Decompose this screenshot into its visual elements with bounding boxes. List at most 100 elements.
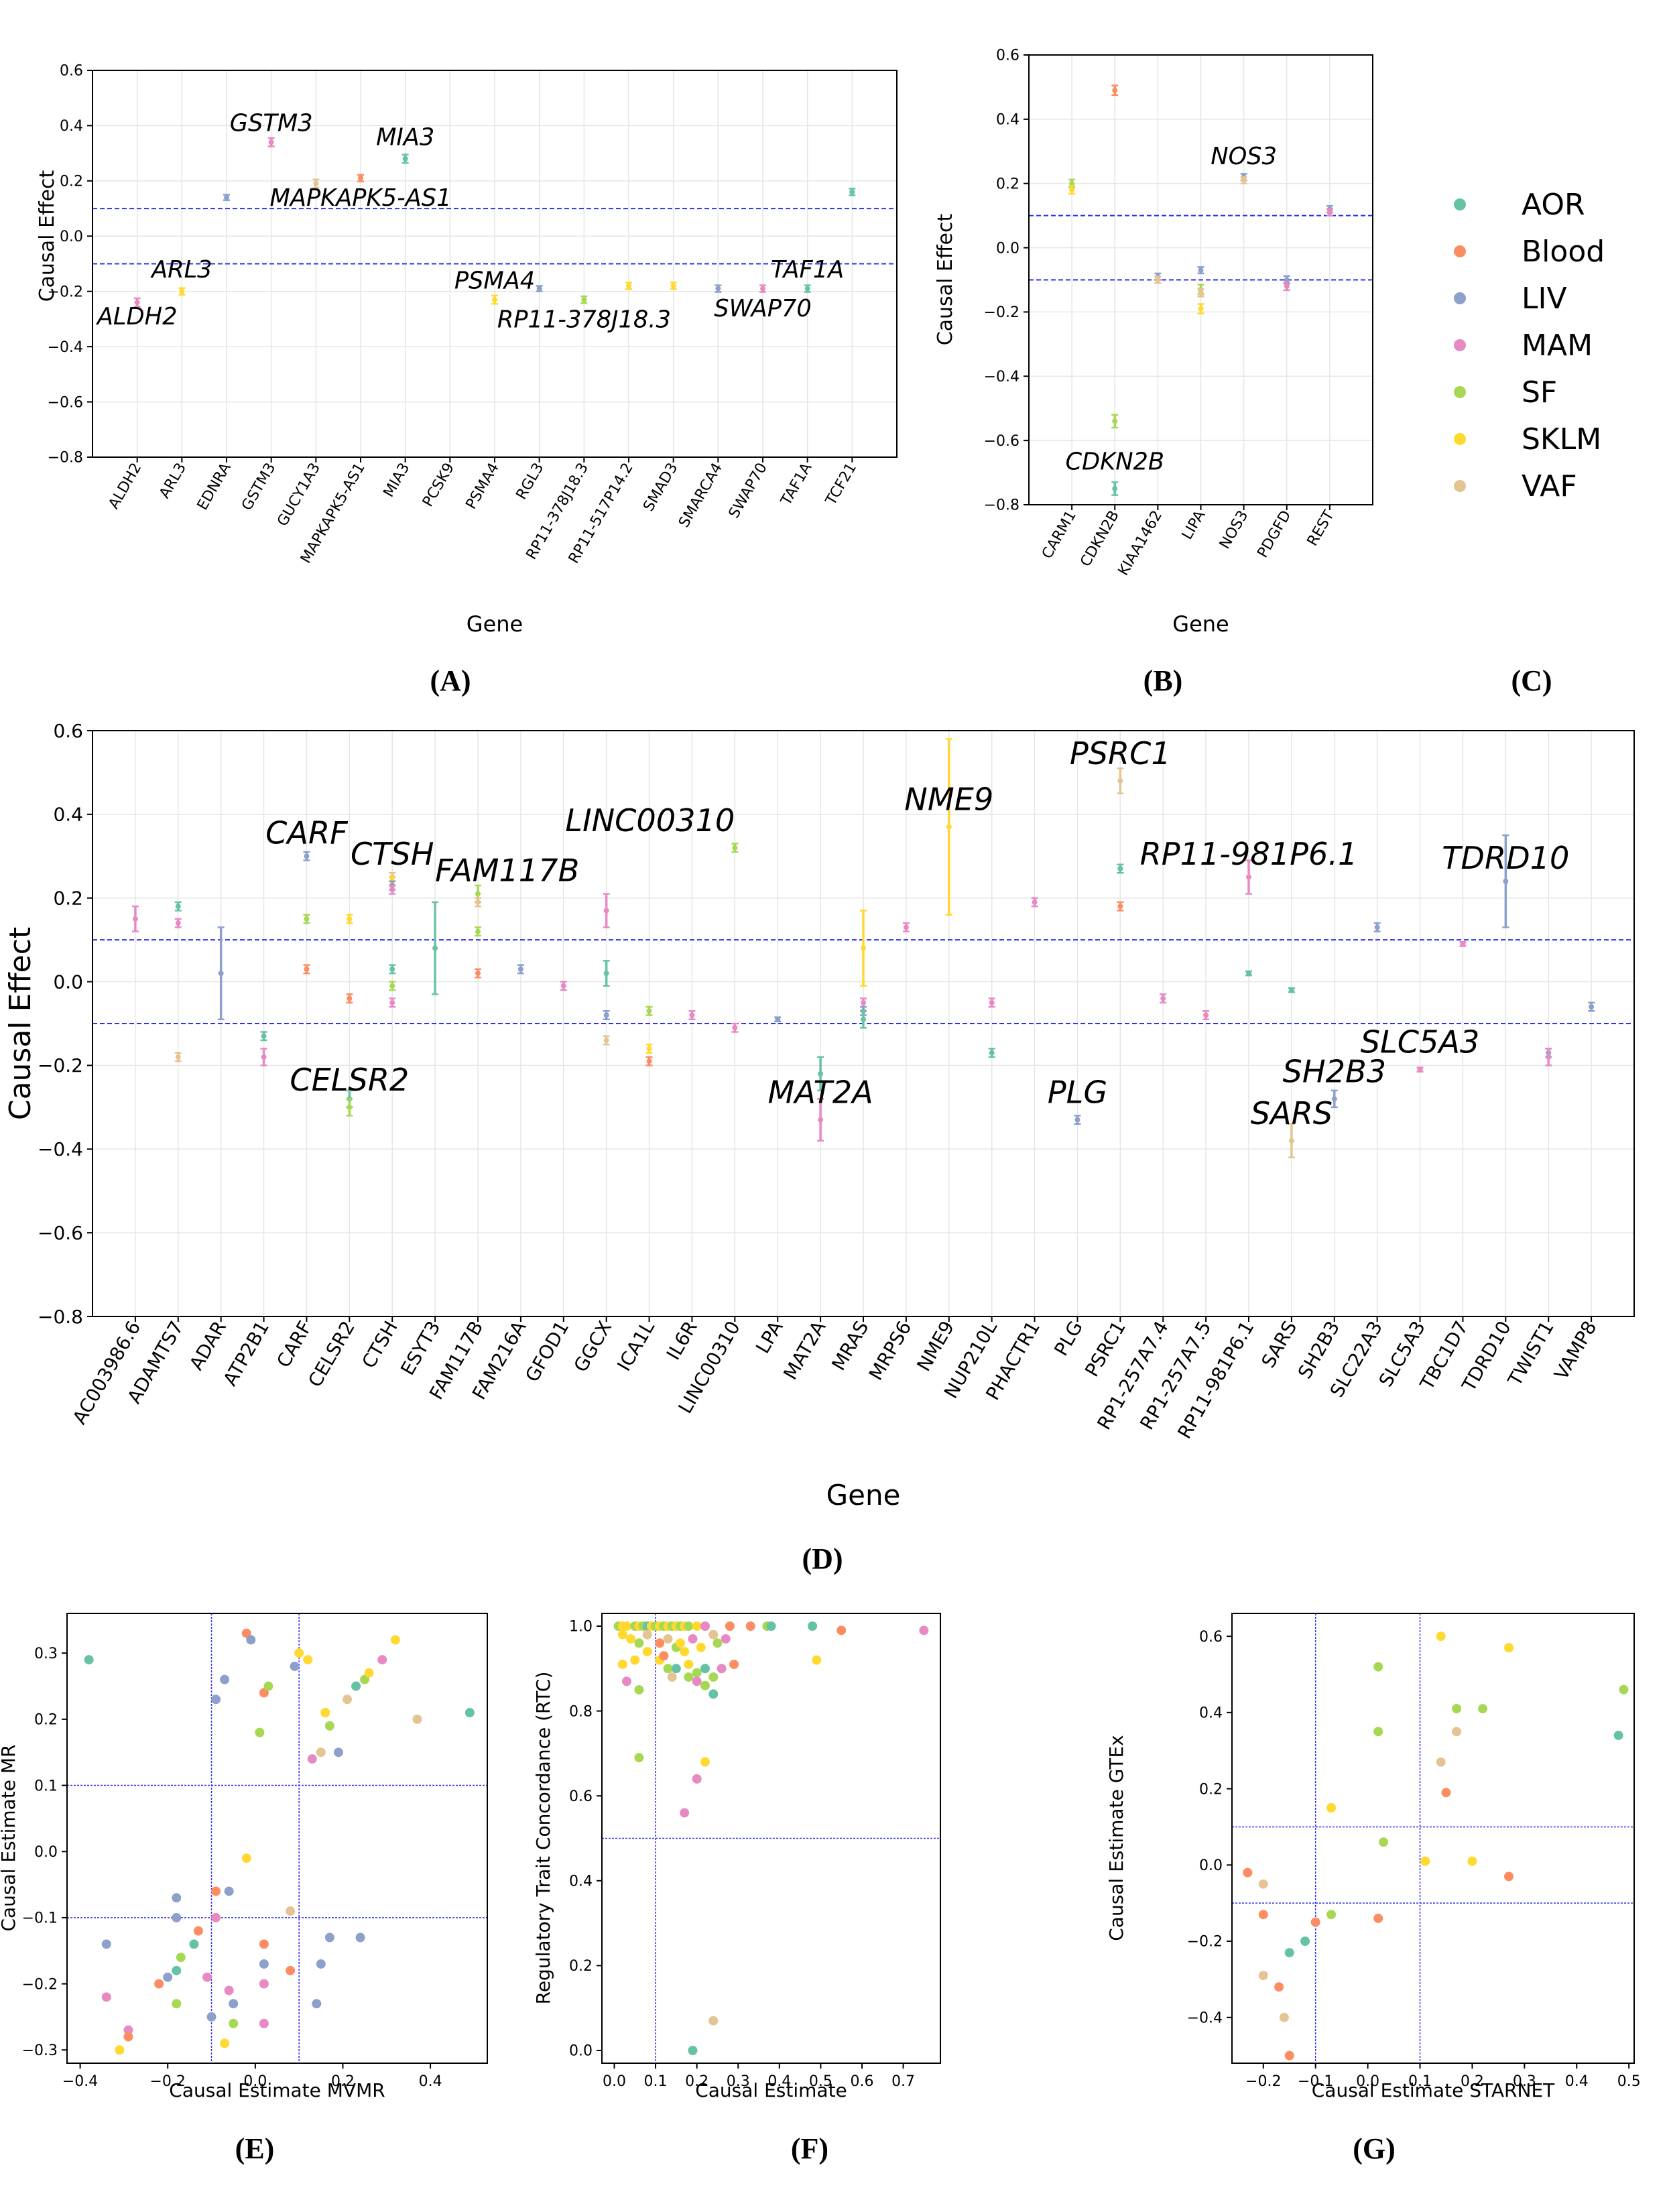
data-point xyxy=(1288,987,1294,993)
x-tick-label: 0.2 xyxy=(685,2073,708,2090)
data-point xyxy=(465,1708,475,1718)
data-point xyxy=(320,1708,330,1718)
x-tick-label: PSMA4 xyxy=(463,460,503,513)
data-point xyxy=(268,139,274,145)
data-point xyxy=(1420,1856,1430,1866)
x-tick-label: SWAP70 xyxy=(726,460,771,521)
data-point xyxy=(389,999,395,1005)
data-point xyxy=(1310,1917,1320,1927)
gene-annotation: ARL3 xyxy=(150,256,212,284)
gene-annotation: NME9 xyxy=(904,782,993,818)
data-point xyxy=(603,908,609,914)
gene-annotation: MAT2A xyxy=(767,1074,873,1111)
data-point xyxy=(603,1037,609,1043)
data-point xyxy=(307,1754,317,1764)
data-point xyxy=(700,1680,710,1691)
data-point xyxy=(261,1054,267,1060)
data-point xyxy=(492,297,497,303)
x-tick-label: TCF21 xyxy=(822,460,860,509)
gene-annotation: SH2B3 xyxy=(1283,1053,1387,1089)
data-point xyxy=(581,297,587,303)
data-point xyxy=(218,971,224,977)
x-tick-label: −0.2 xyxy=(1245,2073,1281,2090)
data-point xyxy=(390,1635,400,1645)
y-tick-label: 0.2 xyxy=(1199,1781,1223,1798)
marks-layer xyxy=(67,84,1634,2063)
data-point xyxy=(808,1621,818,1631)
data-point xyxy=(1288,1138,1294,1144)
data-point xyxy=(688,2046,698,2056)
legend-marker xyxy=(1454,480,1466,492)
y-tick-label: 0.2 xyxy=(60,174,83,190)
data-point xyxy=(1246,874,1251,880)
x-tick-label: 0.4 xyxy=(1565,2073,1589,2090)
data-point xyxy=(849,189,855,195)
plot-frame-E xyxy=(66,1613,488,2064)
y-tick-label: −0.1 xyxy=(22,1910,58,1927)
gene-annotation: MIA3 xyxy=(376,123,434,151)
data-point xyxy=(692,1676,702,1686)
data-point xyxy=(692,1621,702,1631)
data-point xyxy=(663,1634,673,1644)
data-point xyxy=(696,1642,706,1652)
y-tick-label: −0.4 xyxy=(38,1138,83,1160)
data-point xyxy=(732,845,738,851)
y-tick-label: −0.2 xyxy=(22,1976,58,1993)
data-point xyxy=(689,1012,695,1018)
data-point xyxy=(646,1008,652,1014)
data-point xyxy=(259,1959,269,1969)
data-point xyxy=(717,1664,727,1674)
y-tick-label: −0.2 xyxy=(984,304,1019,321)
x-tick-label: MIA3 xyxy=(381,460,414,501)
panel-letter: (F) xyxy=(791,2132,828,2165)
data-point xyxy=(775,1016,781,1022)
data-point xyxy=(347,916,353,922)
data-point xyxy=(684,1659,694,1669)
data-point xyxy=(259,2018,269,2028)
y-tick-label: 0.0 xyxy=(60,229,83,245)
data-point xyxy=(101,1992,111,2002)
gene-annotation: PLG xyxy=(1048,1074,1107,1111)
data-point xyxy=(1112,418,1118,424)
gene-annotation: CELSR2 xyxy=(290,1062,409,1098)
x-tick-label: CARM1 xyxy=(1039,508,1080,562)
data-point xyxy=(1374,924,1380,930)
x-tick-label: PCSK9 xyxy=(420,460,458,510)
legend-label: LIV xyxy=(1522,282,1567,316)
x-tick-label: NOS3 xyxy=(1217,508,1252,552)
data-point xyxy=(1300,1937,1310,1947)
y-tick-label: 0.6 xyxy=(996,48,1019,64)
x-tick-label: GSTM3 xyxy=(239,460,279,514)
data-point xyxy=(603,1012,609,1018)
data-point xyxy=(812,1655,822,1665)
data-point xyxy=(202,1972,212,1982)
data-point xyxy=(333,1747,343,1758)
legend-label: VAF xyxy=(1522,469,1577,503)
data-point xyxy=(903,924,909,930)
y-tick-label: −0.4 xyxy=(984,369,1019,385)
data-point xyxy=(700,1664,710,1674)
y-tick-label: 0.4 xyxy=(996,112,1019,129)
gene-annotation: SLC5A3 xyxy=(1361,1024,1480,1060)
data-point xyxy=(261,1033,267,1039)
data-point xyxy=(241,1628,251,1638)
data-point xyxy=(172,1965,182,1975)
x-tick-label: VAMP8 xyxy=(1550,1317,1601,1384)
data-point xyxy=(1284,277,1290,283)
y-tick-label: −0.6 xyxy=(38,1222,83,1244)
x-tick-label: 0.6 xyxy=(850,2073,873,2090)
x-tick-label: ALDH2 xyxy=(105,460,145,512)
data-point xyxy=(560,983,566,989)
panel-letter: (B) xyxy=(1143,664,1183,697)
grid-layer xyxy=(92,54,1634,1317)
data-point xyxy=(229,1999,239,2009)
data-point xyxy=(676,1638,686,1648)
data-point xyxy=(671,1664,681,1674)
data-point xyxy=(224,1886,234,1896)
data-point xyxy=(123,2025,133,2035)
data-point xyxy=(684,1672,694,1682)
data-point xyxy=(220,2038,230,2048)
data-point xyxy=(1452,1727,1462,1737)
y-tick-label: 0.6 xyxy=(60,63,83,80)
data-point xyxy=(316,1747,326,1758)
